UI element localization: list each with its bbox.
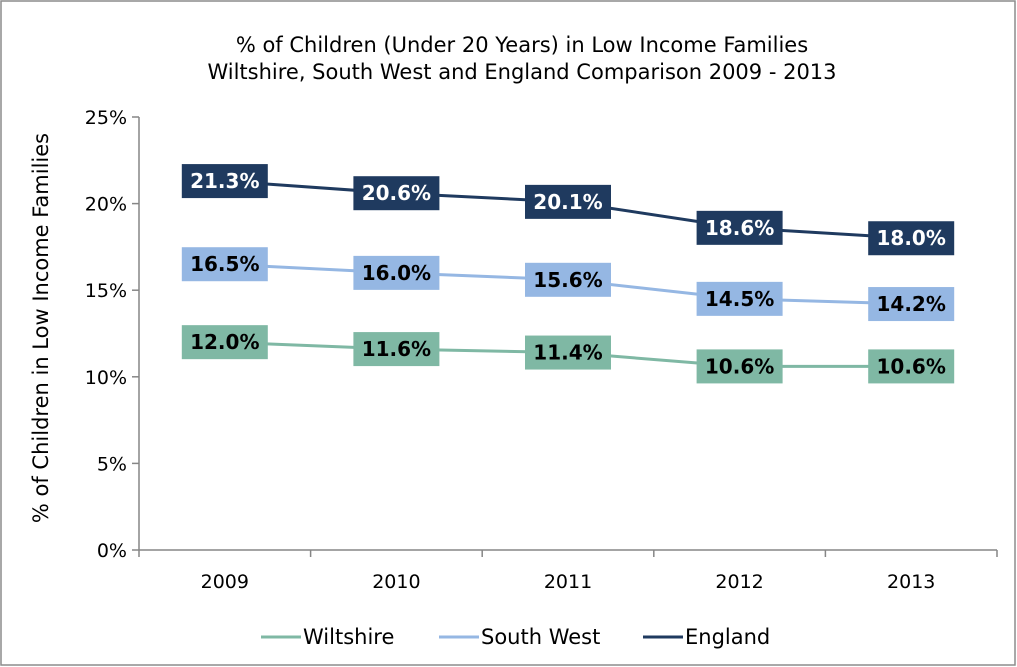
- y-tick-label: 0%: [97, 540, 127, 562]
- data-label: 12.0%: [181, 325, 268, 360]
- y-tick-label: 5%: [97, 453, 127, 475]
- data-label: 10.6%: [868, 349, 955, 384]
- data-label: 21.3%: [181, 164, 268, 199]
- data-label-text: 11.4%: [533, 341, 602, 365]
- chart-subtitle: Wiltshire, South West and England Compar…: [207, 60, 836, 84]
- data-label: 20.1%: [525, 184, 611, 219]
- data-label-text: 12.0%: [190, 330, 259, 354]
- data-label-box: [696, 349, 783, 384]
- data-label-box: [868, 287, 955, 322]
- data-label-text: 11.6%: [362, 337, 431, 361]
- x-tick-label: 2009: [201, 571, 249, 593]
- data-label: 16.0%: [353, 255, 440, 290]
- data-label-box: [353, 176, 440, 211]
- data-label-text: 14.2%: [877, 292, 946, 316]
- data-label: 18.6%: [696, 210, 783, 245]
- data-label-text: 16.5%: [190, 252, 259, 276]
- data-label-text: 20.6%: [362, 181, 431, 205]
- data-label: 10.6%: [696, 349, 783, 384]
- data-label-box: [868, 221, 955, 256]
- data-label-text: 14.5%: [705, 287, 774, 311]
- data-label: 18.0%: [868, 221, 955, 256]
- data-label: 15.6%: [525, 262, 611, 297]
- data-label: 14.5%: [696, 281, 783, 316]
- data-label-box: [696, 210, 783, 245]
- data-label-box: [525, 335, 611, 370]
- y-tick-label: 25%: [85, 107, 127, 129]
- legend-item: England: [643, 625, 770, 649]
- data-label-text: 10.6%: [705, 354, 774, 378]
- data-label-box: [868, 349, 955, 384]
- legend-item: South West: [439, 625, 600, 649]
- axes: 0% 5% 10% 15% 20% 25% 2009 2010 2011 2012 2013: [85, 107, 998, 593]
- y-axis-label: % of Children in Low Income Families: [29, 133, 53, 523]
- data-labels: 12.0% 11.6% 11.4% 10.6% 10.6% 16.5% 16.0% 15.6%…: [181, 164, 955, 384]
- data-label-box: [353, 255, 440, 290]
- legend-label: Wiltshire: [303, 625, 394, 649]
- legend-item: Wiltshire: [261, 625, 394, 649]
- data-label-text: 18.0%: [877, 226, 946, 250]
- legend-label: South West: [481, 625, 600, 649]
- data-label-box: [181, 325, 268, 360]
- data-label-text: 21.3%: [190, 169, 259, 193]
- data-label-text: 18.6%: [705, 216, 774, 240]
- data-label: 16.5%: [181, 247, 268, 282]
- legend-label: England: [685, 625, 770, 649]
- y-tick-label: 10%: [85, 367, 127, 389]
- data-label: 11.6%: [353, 332, 440, 367]
- y-tick-label: 20%: [85, 194, 127, 216]
- x-tick-label: 2011: [544, 571, 592, 593]
- data-label-text: 10.6%: [877, 354, 946, 378]
- data-label-box: [525, 262, 611, 297]
- legend: Wiltshire South West England: [261, 625, 770, 649]
- data-label-box: [181, 164, 268, 199]
- data-label: 20.6%: [353, 176, 440, 211]
- data-label-box: [525, 184, 611, 219]
- x-tick-label: 2010: [372, 571, 420, 593]
- data-label: 14.2%: [868, 287, 955, 322]
- data-label-text: 20.1%: [533, 190, 602, 214]
- data-label-box: [696, 281, 783, 316]
- x-tick-label: 2012: [715, 571, 763, 593]
- x-tick-label: 2013: [887, 571, 935, 593]
- data-label-text: 16.0%: [362, 261, 431, 285]
- data-label: 11.4%: [525, 335, 611, 370]
- chart-title: % of Children (Under 20 Years) in Low In…: [236, 33, 808, 57]
- data-label-box: [353, 332, 440, 367]
- data-label-box: [181, 247, 268, 282]
- y-tick-label: 15%: [85, 280, 127, 302]
- data-label-text: 15.6%: [533, 268, 602, 292]
